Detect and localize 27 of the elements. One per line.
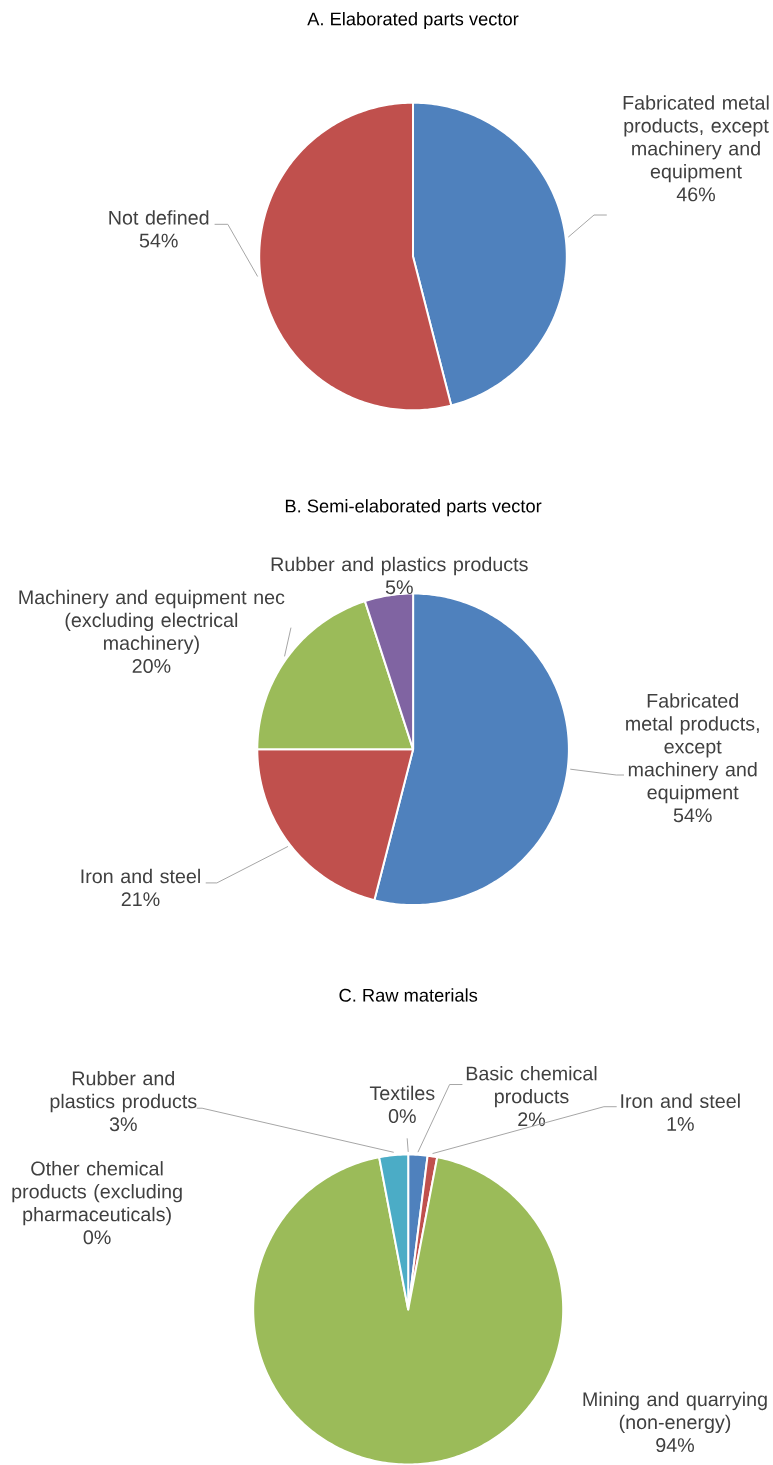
data-label: 20%: [132, 659, 171, 673]
slice-label: Iron and steel: [81, 868, 200, 884]
data-label: 3%: [109, 1117, 137, 1132]
slice-label: Not defined: [109, 210, 209, 225]
slice-label: Fabricated metal products, except machinery and equipment: [626, 693, 759, 804]
slice-label: Rubber and plastics products: [50, 1070, 197, 1113]
data-label: 2%: [518, 1112, 546, 1127]
data-label: 46%: [676, 187, 715, 202]
chart-title: A. Elaborated parts vector: [307, 12, 519, 30]
data-label: 54%: [673, 808, 712, 823]
data-label: 54%: [139, 233, 178, 248]
text: 0%: [83, 1230, 111, 1245]
slice-label: Machinery and equipment nec (excluding electrical machinery): [19, 589, 285, 654]
data-label: 1%: [667, 1117, 694, 1131]
category-label: Other chemical products (excluding pharmaceuticals): [12, 1161, 182, 1226]
chart-title: B. Semi-elaborated parts vector: [285, 499, 542, 517]
data-label: 21%: [121, 892, 160, 907]
text: 0%: [388, 1109, 416, 1124]
slice-label: Iron and steel: [621, 1093, 740, 1109]
data-label: 5%: [385, 580, 413, 595]
slice-label: Fabricated metal products, except machinery and equipment: [623, 95, 769, 183]
slice-label: Rubber and plastics products: [271, 556, 528, 576]
category-label: Textiles: [369, 1085, 435, 1101]
slice-label: Mining and quarrying (non-energy): [583, 1391, 767, 1434]
chart-title: C. Raw materials: [339, 988, 478, 1002]
slice-label: Basic chemical products: [466, 1065, 597, 1108]
data-label: 94%: [656, 1438, 694, 1453]
